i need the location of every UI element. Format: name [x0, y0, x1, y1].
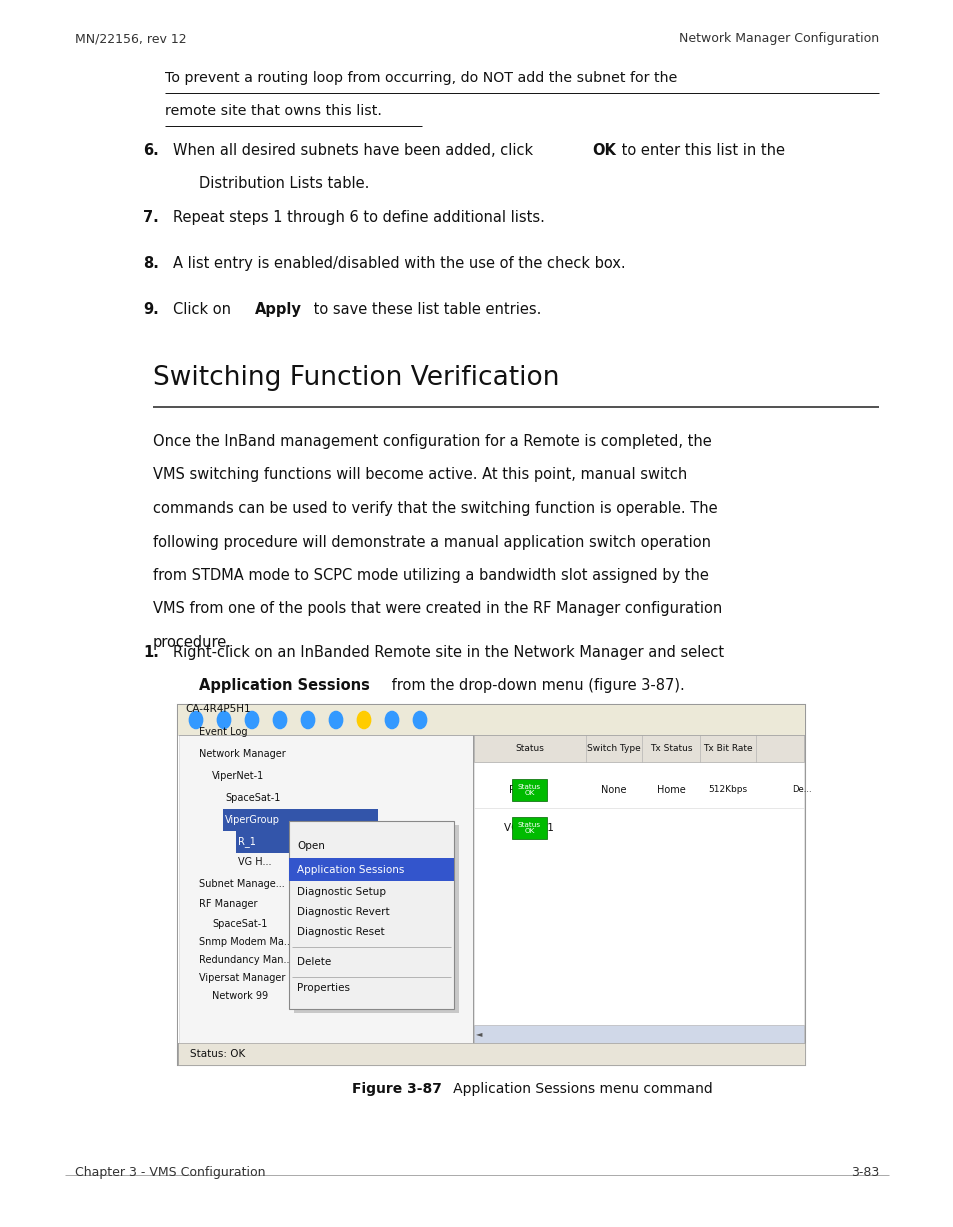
Text: Snmp Modem Ma...: Snmp Modem Ma...	[199, 937, 293, 947]
Text: Chapter 3 - VMS Configuration: Chapter 3 - VMS Configuration	[75, 1166, 265, 1179]
Text: procedure.: procedure.	[152, 636, 232, 650]
Circle shape	[189, 712, 202, 729]
Text: When all desired subnets have been added, click: When all desired subnets have been added…	[172, 144, 537, 158]
Text: ViperGroup: ViperGroup	[225, 815, 280, 825]
Text: SpaceSat-1: SpaceSat-1	[212, 919, 267, 929]
Text: Tx Bit Rate: Tx Bit Rate	[702, 744, 752, 753]
Text: Application Sessions: Application Sessions	[296, 865, 404, 875]
FancyBboxPatch shape	[474, 735, 803, 762]
Text: Delete: Delete	[296, 957, 331, 967]
Text: SpaceSat-1: SpaceSat-1	[225, 793, 280, 802]
FancyBboxPatch shape	[474, 735, 803, 1043]
Text: Subnet Manage...: Subnet Manage...	[199, 879, 284, 890]
Text: VG H...: VG H...	[237, 856, 272, 867]
Text: Home: Home	[656, 785, 684, 795]
Text: Properties: Properties	[296, 983, 350, 993]
Text: Network 99: Network 99	[212, 991, 268, 1001]
Text: Right-click on an InBanded Remote site in the Network Manager and select: Right-click on an InBanded Remote site i…	[172, 645, 723, 660]
Text: VMS from one of the pools that were created in the RF Manager configuration: VMS from one of the pools that were crea…	[152, 601, 721, 616]
Text: from STDMA mode to SCPC mode utilizing a bandwidth slot assigned by the: from STDMA mode to SCPC mode utilizing a…	[152, 568, 708, 583]
Text: De...: De...	[791, 785, 811, 795]
FancyBboxPatch shape	[178, 706, 804, 1065]
Text: 3-83: 3-83	[850, 1166, 878, 1179]
Text: Vipersat Manager: Vipersat Manager	[199, 973, 285, 983]
FancyBboxPatch shape	[289, 821, 454, 1009]
FancyBboxPatch shape	[179, 735, 473, 1043]
Text: 1.: 1.	[143, 645, 159, 660]
FancyBboxPatch shape	[474, 1025, 803, 1043]
Text: Click on: Click on	[172, 302, 235, 317]
Text: Diagnostic Setup: Diagnostic Setup	[296, 887, 386, 897]
Text: Switching Function Verification: Switching Function Verification	[152, 364, 558, 391]
Circle shape	[301, 712, 314, 729]
Text: R_1: R_1	[237, 837, 255, 848]
Circle shape	[217, 712, 231, 729]
Text: 9.: 9.	[143, 302, 158, 317]
FancyBboxPatch shape	[512, 779, 546, 801]
Circle shape	[385, 712, 398, 729]
Text: Status: Status	[515, 744, 544, 753]
FancyBboxPatch shape	[512, 817, 546, 839]
Text: OK: OK	[592, 144, 616, 158]
Text: Diagnostic Reset: Diagnostic Reset	[296, 928, 384, 937]
FancyBboxPatch shape	[178, 735, 804, 1043]
Text: Diagnostic Revert: Diagnostic Revert	[296, 907, 389, 917]
Text: Network Manager Configuration: Network Manager Configuration	[679, 32, 878, 45]
Text: following procedure will demonstrate a manual application switch operation: following procedure will demonstrate a m…	[152, 535, 710, 550]
Circle shape	[245, 712, 258, 729]
Circle shape	[357, 712, 371, 729]
Text: 7.: 7.	[143, 210, 158, 225]
Text: MN/22156, rev 12: MN/22156, rev 12	[75, 32, 187, 45]
Text: Status: OK: Status: OK	[190, 1049, 245, 1059]
Text: Status
OK: Status OK	[517, 784, 540, 796]
Text: commands can be used to verify that the switching function is operable. The: commands can be used to verify that the …	[152, 501, 717, 517]
Circle shape	[329, 712, 342, 729]
Text: Apply: Apply	[254, 302, 301, 317]
Text: Switch Type: Switch Type	[586, 744, 640, 753]
Text: Redundancy Man...: Redundancy Man...	[199, 955, 293, 964]
Text: Open: Open	[296, 840, 325, 852]
FancyBboxPatch shape	[223, 809, 377, 831]
Text: VG Hub-1: VG Hub-1	[503, 823, 554, 833]
Text: to enter this list in the: to enter this list in the	[617, 144, 784, 158]
Text: Status
OK: Status OK	[517, 822, 540, 834]
FancyBboxPatch shape	[294, 825, 458, 1014]
Text: VMS switching functions will become active. At this point, manual switch: VMS switching functions will become acti…	[152, 467, 686, 482]
Text: ◄: ◄	[476, 1029, 482, 1038]
Text: RF Manager: RF Manager	[199, 899, 257, 909]
Text: to save these list table entries.: to save these list table entries.	[309, 302, 540, 317]
Circle shape	[413, 712, 426, 729]
FancyBboxPatch shape	[178, 1043, 804, 1065]
Text: Network Manager: Network Manager	[199, 748, 286, 760]
Text: 8.: 8.	[143, 256, 159, 271]
Text: CA-4R4P5H1: CA-4R4P5H1	[185, 704, 251, 714]
Text: Once the InBand management configuration for a Remote is completed, the: Once the InBand management configuration…	[152, 434, 711, 449]
Circle shape	[274, 712, 287, 729]
Text: To prevent a routing loop from occurring, do NOT add the subnet for the: To prevent a routing loop from occurring…	[165, 71, 677, 85]
FancyBboxPatch shape	[235, 831, 391, 853]
Text: A list entry is enabled/disabled with the use of the check box.: A list entry is enabled/disabled with th…	[172, 256, 625, 271]
Text: 6.: 6.	[143, 144, 158, 158]
Text: remote site that owns this list.: remote site that owns this list.	[165, 104, 381, 118]
Text: Application Sessions menu command: Application Sessions menu command	[439, 1082, 712, 1096]
Text: Tx Status: Tx Status	[649, 744, 692, 753]
FancyBboxPatch shape	[178, 706, 804, 735]
FancyBboxPatch shape	[289, 858, 454, 881]
Text: Figure 3-87: Figure 3-87	[352, 1082, 441, 1096]
Text: R_1: R_1	[509, 784, 527, 795]
Text: Event Log: Event Log	[199, 728, 247, 737]
Text: ViperNet-1: ViperNet-1	[212, 771, 264, 782]
Text: from the drop-down menu (figure 3-87).: from the drop-down menu (figure 3-87).	[387, 679, 684, 693]
Text: Application Sessions: Application Sessions	[199, 679, 370, 693]
Text: 512Kbps: 512Kbps	[708, 785, 747, 795]
Text: Repeat steps 1 through 6 to define additional lists.: Repeat steps 1 through 6 to define addit…	[172, 210, 544, 225]
Text: None: None	[600, 785, 626, 795]
Text: Distribution Lists table.: Distribution Lists table.	[199, 175, 369, 191]
